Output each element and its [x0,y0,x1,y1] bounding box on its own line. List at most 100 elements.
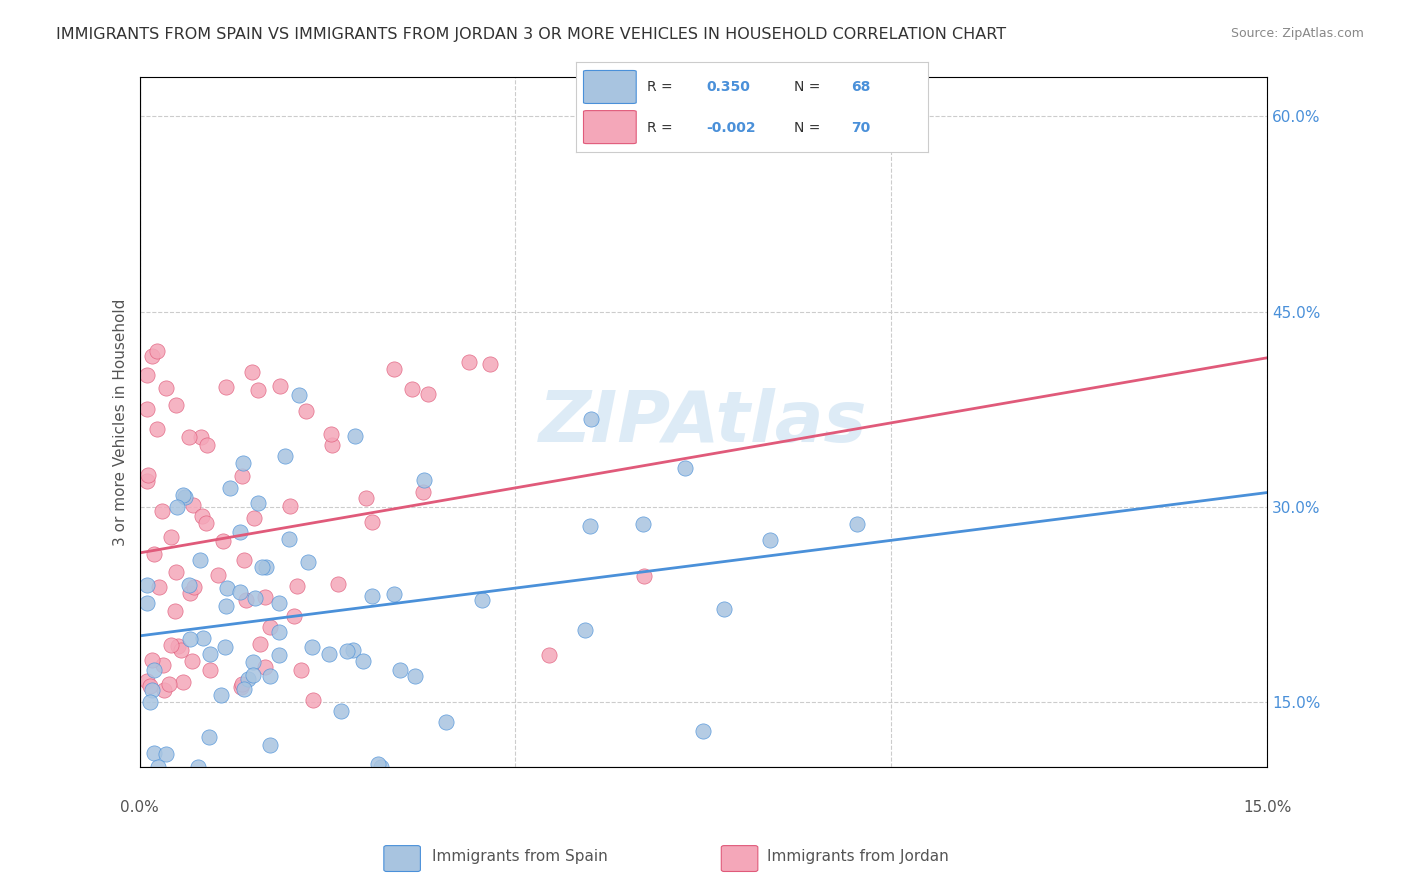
Immigrants from Jordan [259,619,281,633]
Immigrants from Spain [274,449,297,463]
Immigrants from Jordan [136,474,159,488]
Text: Immigrants from Jordan: Immigrants from Jordan [766,849,949,863]
Immigrants from Jordan [240,366,263,380]
Immigrants from Jordan [295,404,318,418]
Text: R =: R = [647,80,672,95]
Immigrants from Jordan [159,530,181,544]
Immigrants from Spain [242,668,264,682]
Immigrants from Jordan [190,430,212,444]
Immigrants from Spain [329,704,352,718]
Immigrants from Spain [142,746,165,760]
Immigrants from Jordan [179,586,201,600]
Immigrants from Spain [389,664,412,678]
Immigrants from Spain [581,412,603,426]
Immigrants from Jordan [283,609,305,624]
Immigrants from Jordan [170,642,193,657]
Immigrants from Spain [758,533,780,547]
Immigrants from Jordan [254,660,277,674]
Immigrants from Jordan [269,379,291,393]
Immigrants from Jordan [319,427,342,442]
Immigrants from Jordan [235,593,257,607]
Y-axis label: 3 or more Vehicles in Household: 3 or more Vehicles in Household [114,299,128,546]
Immigrants from Spain [318,647,340,661]
Immigrants from Spain [166,500,188,514]
Immigrants from Jordan [479,357,502,371]
Immigrants from Jordan [194,516,217,531]
Immigrants from Jordan [136,368,159,382]
Immigrants from Jordan [141,349,163,363]
Immigrants from Jordan [141,653,163,667]
Immigrants from Spain [229,525,252,540]
Immigrants from Spain [404,669,426,683]
Immigrants from Jordan [231,676,253,690]
Immigrants from Jordan [232,552,254,566]
Immigrants from Spain [136,578,159,592]
FancyBboxPatch shape [583,70,636,103]
Immigrants from Jordan [180,655,202,669]
Immigrants from Jordan [356,491,378,505]
Immigrants from Spain [631,516,654,531]
Immigrants from Jordan [177,430,200,444]
Immigrants from Jordan [254,591,277,605]
Immigrants from Spain [146,760,169,774]
Immigrants from Jordan [211,534,233,549]
Immigrants from Spain [259,669,281,683]
Immigrants from Jordan [198,663,221,677]
Immigrants from Jordan [412,484,434,499]
Immigrants from Jordan [152,657,174,672]
Immigrants from Jordan [146,422,169,436]
Immigrants from Jordan [246,383,269,397]
Immigrants from Jordan [285,579,308,593]
Immigrants from Spain [172,488,194,502]
Immigrants from Spain [713,602,735,616]
Immigrants from Spain [217,581,239,595]
Immigrants from Spain [301,640,323,655]
Immigrants from Spain [297,555,319,569]
Immigrants from Spain [250,560,273,574]
Immigrants from Spain [179,632,201,646]
Immigrants from Spain [139,695,162,709]
Immigrants from Spain [259,739,281,753]
Immigrants from Spain [413,473,436,487]
Immigrants from Jordan [183,580,205,594]
Immigrants from Spain [382,587,405,601]
Immigrants from Jordan [136,468,159,483]
Immigrants from Spain [242,655,264,669]
Immigrants from Spain [342,643,364,657]
Immigrants from Spain [673,461,696,475]
Immigrants from Spain [215,599,238,613]
Immigrants from Spain [692,724,714,739]
Immigrants from Jordan [361,515,384,529]
Text: R =: R = [647,120,672,135]
Immigrants from Jordan [195,438,218,452]
Immigrants from Jordan [229,680,252,694]
Immigrants from Spain [173,490,195,504]
Immigrants from Spain [136,596,159,610]
Immigrants from Jordan [416,387,439,401]
Immigrants from Spain [218,482,240,496]
Immigrants from Spain [228,584,250,599]
Immigrants from Spain [352,654,374,668]
Immigrants from Spain [267,648,290,662]
Text: 15.0%: 15.0% [1243,800,1292,814]
Immigrants from Spain [209,688,232,702]
Text: -0.002: -0.002 [706,120,756,135]
Immigrants from Jordan [152,682,174,697]
Immigrants from Spain [471,593,494,607]
Immigrants from Spain [278,532,301,546]
Immigrants from Spain [269,624,291,639]
Immigrants from Spain [141,682,163,697]
Immigrants from Spain [344,429,367,443]
Text: Source: ZipAtlas.com: Source: ZipAtlas.com [1230,27,1364,40]
Immigrants from Spain [288,387,311,401]
Text: 68: 68 [851,80,870,95]
Immigrants from Jordan [165,565,187,579]
Immigrants from Jordan [172,675,194,690]
Immigrants from Jordan [165,397,187,411]
Immigrants from Spain [155,747,177,761]
FancyBboxPatch shape [583,111,636,144]
Immigrants from Spain [845,517,868,532]
Immigrants from Jordan [207,568,229,582]
Immigrants from Jordan [458,355,481,369]
Immigrants from Spain [360,589,382,603]
